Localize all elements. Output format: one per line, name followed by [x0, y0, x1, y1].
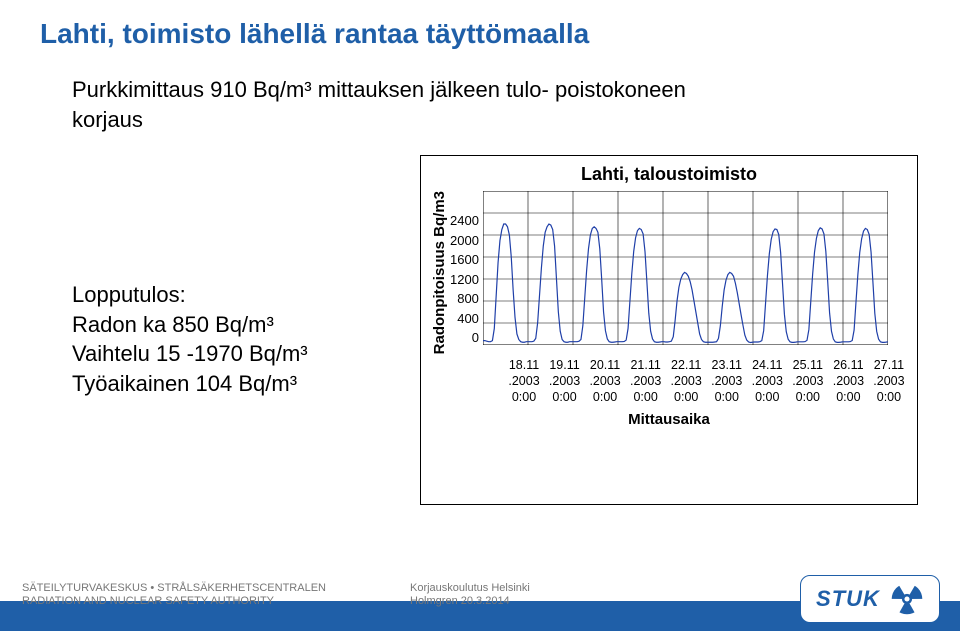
chart-y-tick: 1200	[450, 272, 479, 287]
brand-text: STUK	[816, 586, 880, 612]
chart-x-tick: 22.11.20030:00	[666, 358, 706, 405]
footer: SÄTEILYTURVAKESKUS • STRÅLSÄKERHETSCENTR…	[0, 573, 960, 631]
chart-x-ticks-wrap: 18.11.20030:0019.11.20030:0020.11.20030:…	[504, 358, 909, 405]
page-title: Lahti, toimisto lähellä rantaa täyttömaa…	[40, 18, 589, 50]
subtitle: Purkkimittaus 910 Bq/m³ mittauksen jälke…	[72, 75, 686, 134]
result-line-4: Työaikainen 104 Bq/m³	[72, 369, 308, 399]
chart-x-tick: 20.11.20030:00	[585, 358, 625, 405]
chart-y-label: Radonpitoisuus Bq/m3	[429, 191, 450, 354]
chart-y-tick: 0	[472, 330, 479, 345]
chart-body: Radonpitoisuus Bq/m3 2400 2000 1600 1200 800…	[429, 191, 909, 354]
chart-y-ticks: 2400 2000 1600 1200 800 400 0	[450, 213, 483, 345]
chart-plot-area	[483, 191, 888, 345]
footer-left-line-1: SÄTEILYTURVAKESKUS • STRÅLSÄKERHETSCENTR…	[22, 582, 326, 594]
results-block: Lopputulos: Radon ka 850 Bq/m³ Vaihtelu …	[72, 280, 308, 399]
chart-x-tick: 18.11.20030:00	[504, 358, 544, 405]
footer-mid-line-2: Holmgren 20.3.2014	[410, 595, 510, 607]
subtitle-line-2: korjaus	[72, 107, 143, 132]
chart-x-ticks: 18.11.20030:0019.11.20030:0020.11.20030:…	[504, 358, 909, 405]
chart-x-tick: 21.11.20030:00	[626, 358, 666, 405]
chart-y-tick: 400	[457, 311, 479, 326]
radiation-icon	[890, 582, 924, 616]
result-line-1: Lopputulos:	[72, 280, 308, 310]
chart-y-tick: 2000	[450, 233, 479, 248]
plot-column: 2400 2000 1600 1200 800 400 0	[450, 191, 888, 354]
subtitle-line-1: Purkkimittaus 910 Bq/m³ mittauksen jälke…	[72, 77, 686, 102]
footer-mid-line-1: Korjauskoulutus Helsinki	[410, 582, 530, 594]
chart-x-tick: 26.11.20030:00	[828, 358, 868, 405]
chart-x-tick: 25.11.20030:00	[788, 358, 828, 405]
result-line-3: Vaihtelu 15 -1970 Bq/m³	[72, 339, 308, 369]
chart-x-tick: 19.11.20030:00	[545, 358, 585, 405]
footer-mid: Korjauskoulutus Helsinki Holmgren 20.3.2…	[410, 582, 530, 610]
chart-x-tick: 27.11.20030:00	[869, 358, 909, 405]
chart-container: Lahti, taloustoimisto Radonpitoisuus Bq/…	[420, 155, 918, 505]
chart-x-tick: 24.11.20030:00	[747, 358, 787, 405]
footer-left-line-2: RADIATION AND NUCLEAR SAFETY AUTHORITY	[22, 595, 274, 607]
chart-y-tick: 800	[457, 291, 479, 306]
chart-x-tick: 23.11.20030:00	[707, 358, 747, 405]
brand-badge: STUK	[800, 575, 940, 623]
result-line-2: Radon ka 850 Bq/m³	[72, 310, 308, 340]
chart-y-tick: 1600	[450, 252, 479, 267]
footer-left: SÄTEILYTURVAKESKUS • STRÅLSÄKERHETSCENTR…	[22, 582, 326, 610]
chart-svg	[483, 191, 888, 345]
chart-x-label: Mittausaika	[429, 411, 909, 428]
slide: Lahti, toimisto lähellä rantaa täyttömaa…	[0, 0, 960, 631]
chart-y-tick: 2400	[450, 213, 479, 228]
chart-title: Lahti, taloustoimisto	[429, 164, 909, 185]
